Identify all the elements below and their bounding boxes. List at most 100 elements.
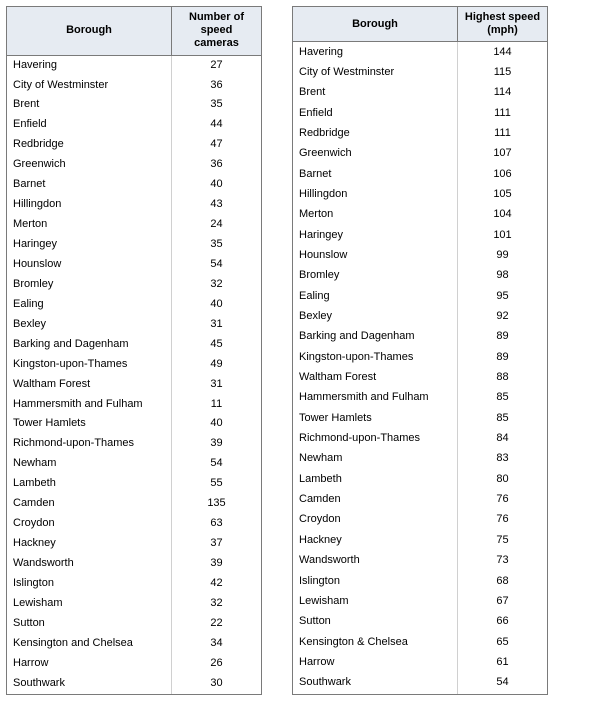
- cell-borough: Camden: [7, 494, 172, 514]
- cell-borough: Hounslow: [7, 255, 172, 275]
- cell-borough: Ealing: [293, 287, 458, 307]
- cell-borough: Brent: [7, 95, 172, 115]
- table-row: Camden135: [7, 494, 262, 514]
- cell-value: 34: [172, 634, 262, 654]
- cell-value: 22: [172, 614, 262, 634]
- cell-borough: Islington: [7, 574, 172, 594]
- table-row: City of Westminster36: [7, 76, 262, 96]
- cell-borough: Lewisham: [293, 592, 458, 612]
- cell-borough: Barking and Dagenham: [293, 327, 458, 347]
- table-row: Havering144: [293, 42, 548, 63]
- table-row: Sutton66: [293, 612, 548, 632]
- cell-value: 111: [458, 103, 548, 123]
- cell-borough: Lewisham: [7, 594, 172, 614]
- cell-value: 98: [458, 266, 548, 286]
- speed-cameras-tbody: Havering27City of Westminster36Brent35En…: [7, 55, 262, 694]
- cell-borough: Hackney: [293, 531, 458, 551]
- cell-value: 66: [458, 612, 548, 632]
- cell-value: 114: [458, 83, 548, 103]
- cell-borough: Hillingdon: [293, 185, 458, 205]
- header-speed: Highest speed (mph): [458, 7, 548, 42]
- cell-value: 76: [458, 490, 548, 510]
- table-row: Croydon76: [293, 510, 548, 530]
- table-row: Tower Hamlets85: [293, 409, 548, 429]
- cell-borough: Lambeth: [7, 474, 172, 494]
- highest-speed-table: Borough Highest speed (mph) Havering144C…: [292, 6, 548, 695]
- cell-borough: Wandsworth: [7, 554, 172, 574]
- tables-container: Borough Number of speed cameras Havering…: [6, 6, 590, 695]
- cell-borough: Kingston-upon-Thames: [293, 348, 458, 368]
- cell-borough: Islington: [293, 571, 458, 591]
- cell-value: 55: [172, 474, 262, 494]
- cell-borough: Bromley: [7, 275, 172, 295]
- cell-borough: Kensington and Chelsea: [7, 634, 172, 654]
- cell-borough: Camden: [293, 490, 458, 510]
- cell-borough: Merton: [7, 215, 172, 235]
- table-row: Barking and Dagenham89: [293, 327, 548, 347]
- cell-borough: Tower Hamlets: [293, 409, 458, 429]
- cell-borough: Bexley: [293, 307, 458, 327]
- cell-borough: Tower Hamlets: [7, 414, 172, 434]
- table-row: Hillingdon105: [293, 185, 548, 205]
- cell-borough: Sutton: [7, 614, 172, 634]
- cell-value: 30: [172, 674, 262, 694]
- table-row: Barking and Dagenham45: [7, 335, 262, 355]
- cell-borough: Lambeth: [293, 470, 458, 490]
- cell-value: 89: [458, 348, 548, 368]
- cell-value: 36: [172, 155, 262, 175]
- table-row: Harrow61: [293, 653, 548, 673]
- cell-value: 106: [458, 164, 548, 184]
- cell-borough: Barking and Dagenham: [7, 335, 172, 355]
- cell-borough: Havering: [7, 55, 172, 75]
- table-row: Haringey35: [7, 235, 262, 255]
- table-row: Croydon63: [7, 514, 262, 534]
- cell-value: 45: [172, 335, 262, 355]
- table-row: Hackney75: [293, 531, 548, 551]
- speed-cameras-table: Borough Number of speed cameras Havering…: [6, 6, 262, 695]
- table-row: Harrow26: [7, 654, 262, 674]
- table-row: Ealing40: [7, 295, 262, 315]
- table-row: Ealing95: [293, 287, 548, 307]
- cell-value: 40: [172, 414, 262, 434]
- cell-value: 11: [172, 395, 262, 415]
- table-row: Bexley31: [7, 315, 262, 335]
- cell-value: 54: [172, 255, 262, 275]
- cell-borough: Brent: [293, 83, 458, 103]
- table-row: Richmond-upon-Thames84: [293, 429, 548, 449]
- cell-borough: City of Westminster: [293, 63, 458, 83]
- cell-value: 85: [458, 409, 548, 429]
- cell-value: 89: [458, 327, 548, 347]
- cell-borough: Sutton: [293, 612, 458, 632]
- cell-borough: Hackney: [7, 534, 172, 554]
- cell-value: 95: [458, 287, 548, 307]
- table-row: Merton24: [7, 215, 262, 235]
- cell-borough: Redbridge: [293, 124, 458, 144]
- cell-value: 44: [172, 115, 262, 135]
- cell-value: 88: [458, 368, 548, 388]
- cell-value: 83: [458, 449, 548, 469]
- table-row: Hackney37: [7, 534, 262, 554]
- cell-borough: Harrow: [293, 653, 458, 673]
- table-row: Enfield111: [293, 103, 548, 123]
- table-row: Kensington and Chelsea34: [7, 634, 262, 654]
- cell-value: 32: [172, 275, 262, 295]
- table-row: Camden76: [293, 490, 548, 510]
- cell-borough: Redbridge: [7, 135, 172, 155]
- cell-value: 40: [172, 295, 262, 315]
- cell-borough: Croydon: [293, 510, 458, 530]
- cell-value: 27: [172, 55, 262, 75]
- cell-value: 63: [172, 514, 262, 534]
- cell-borough: Harrow: [7, 654, 172, 674]
- table-row: Tower Hamlets40: [7, 414, 262, 434]
- table-row: Barnet106: [293, 164, 548, 184]
- cell-borough: Greenwich: [7, 155, 172, 175]
- cell-value: 49: [172, 355, 262, 375]
- cell-value: 35: [172, 95, 262, 115]
- cell-value: 80: [458, 470, 548, 490]
- table-row: Haringey101: [293, 225, 548, 245]
- cell-value: 99: [458, 246, 548, 266]
- cell-value: 135: [172, 494, 262, 514]
- table-row: Barnet40: [7, 175, 262, 195]
- cell-borough: Newham: [7, 454, 172, 474]
- cell-borough: Kingston-upon-Thames: [7, 355, 172, 375]
